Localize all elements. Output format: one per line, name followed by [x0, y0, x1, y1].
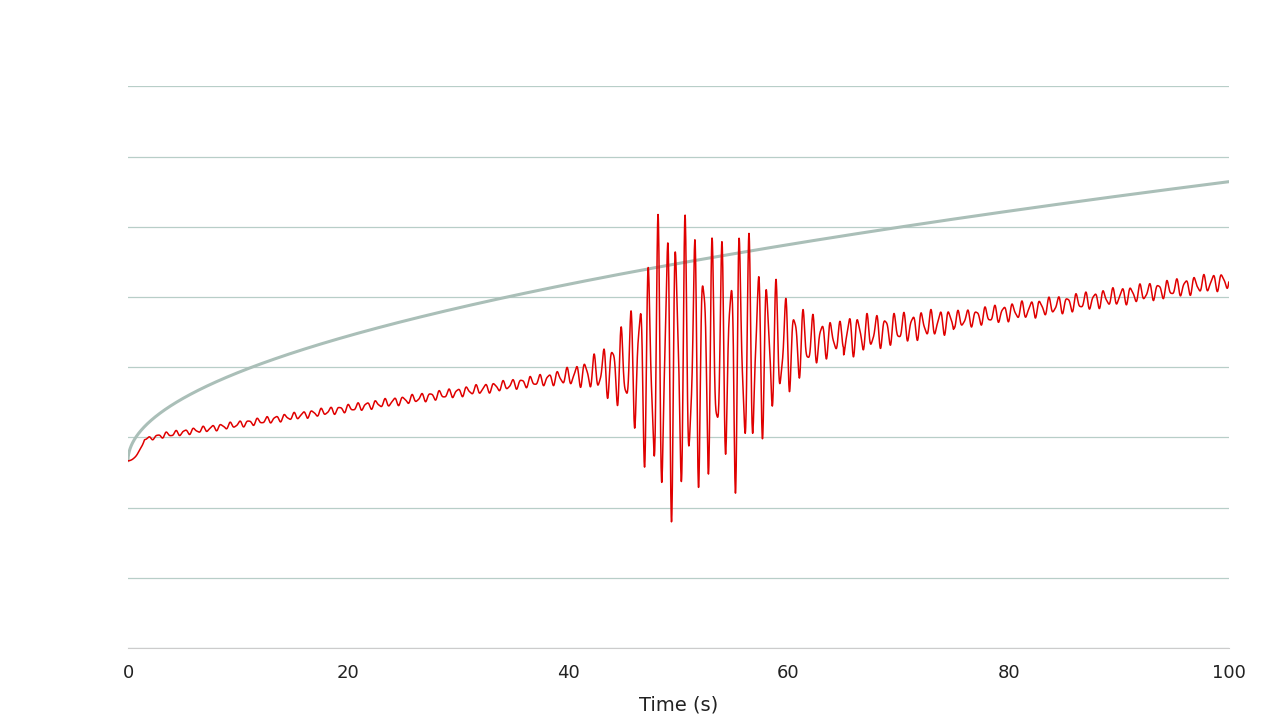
X-axis label: Time (s): Time (s) [639, 696, 718, 715]
Legend: Process  speed, Delivered torque: Process speed, Delivered torque [137, 0, 575, 4]
